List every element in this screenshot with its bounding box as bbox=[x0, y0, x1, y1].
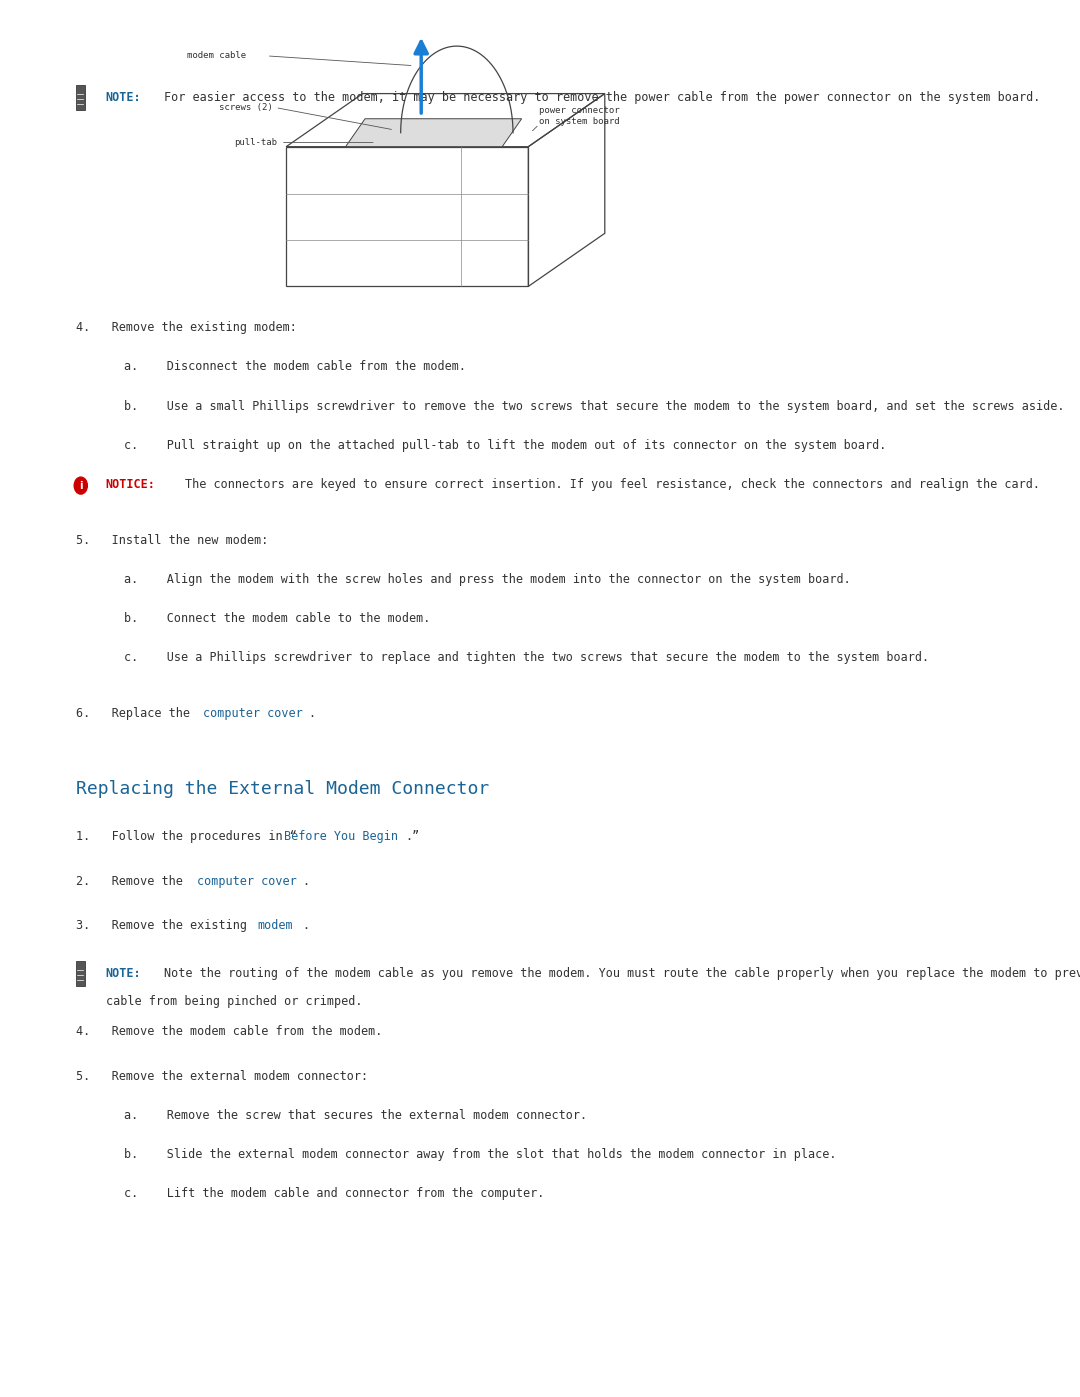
Text: The connectors are keyed to ensure correct insertion. If you feel resistance, ch: The connectors are keyed to ensure corre… bbox=[185, 478, 1040, 490]
Text: b.    Slide the external modem connector away from the slot that holds the modem: b. Slide the external modem connector aw… bbox=[124, 1148, 837, 1161]
Text: .: . bbox=[302, 919, 310, 932]
Text: NOTE:: NOTE: bbox=[106, 91, 141, 103]
FancyBboxPatch shape bbox=[76, 961, 85, 986]
Text: c.    Pull straight up on the attached pull-tab to lift the modem out of its con: c. Pull straight up on the attached pull… bbox=[124, 439, 887, 451]
Text: Note the routing of the modem cable as you remove the modem. You must route the : Note the routing of the modem cable as y… bbox=[164, 967, 1080, 979]
Text: computer cover: computer cover bbox=[197, 875, 296, 887]
Text: c.    Use a Phillips screwdriver to replace and tighten the two screws that secu: c. Use a Phillips screwdriver to replace… bbox=[124, 651, 929, 664]
Text: a.    Remove the screw that secures the external modem connector.: a. Remove the screw that secures the ext… bbox=[124, 1109, 588, 1122]
Text: b.    Connect the modem cable to the modem.: b. Connect the modem cable to the modem. bbox=[124, 612, 431, 624]
Text: Before You Begin: Before You Begin bbox=[284, 830, 399, 842]
Text: 4.   Remove the modem cable from the modem.: 4. Remove the modem cable from the modem… bbox=[76, 1025, 382, 1038]
Text: i: i bbox=[79, 481, 82, 490]
Text: computer cover: computer cover bbox=[203, 707, 302, 719]
Text: c.    Lift the modem cable and connector from the computer.: c. Lift the modem cable and connector fr… bbox=[124, 1187, 544, 1200]
Text: 4.   Remove the existing modem:: 4. Remove the existing modem: bbox=[76, 321, 297, 334]
Text: NOTICE:: NOTICE: bbox=[106, 478, 156, 490]
Text: For easier access to the modem, it may be necessary to remove the power cable fr: For easier access to the modem, it may b… bbox=[164, 91, 1040, 103]
Text: NOTE:: NOTE: bbox=[106, 967, 141, 979]
Text: a.    Disconnect the modem cable from the modem.: a. Disconnect the modem cable from the m… bbox=[124, 360, 467, 373]
Text: screws (2): screws (2) bbox=[219, 103, 273, 112]
Text: modem: modem bbox=[257, 919, 293, 932]
Text: .”: .” bbox=[405, 830, 419, 842]
Text: 6.   Replace the: 6. Replace the bbox=[76, 707, 197, 719]
Text: Replacing the External Modem Connector: Replacing the External Modem Connector bbox=[76, 780, 489, 798]
Text: 2.   Remove the: 2. Remove the bbox=[76, 875, 190, 887]
Text: .: . bbox=[308, 707, 315, 719]
Text: 5.   Install the new modem:: 5. Install the new modem: bbox=[76, 534, 268, 546]
Text: power connector
on system board: power connector on system board bbox=[539, 106, 620, 126]
Text: 3.   Remove the existing: 3. Remove the existing bbox=[76, 919, 254, 932]
Polygon shape bbox=[346, 119, 522, 147]
Text: cable from being pinched or crimped.: cable from being pinched or crimped. bbox=[106, 995, 363, 1007]
Text: modem cable: modem cable bbox=[187, 52, 246, 60]
Text: 1.   Follow the procedures in “: 1. Follow the procedures in “ bbox=[76, 830, 297, 842]
Text: .: . bbox=[302, 875, 310, 887]
Text: a.    Align the modem with the screw holes and press the modem into the connecto: a. Align the modem with the screw holes … bbox=[124, 573, 851, 585]
Text: pull-tab: pull-tab bbox=[234, 138, 278, 147]
FancyBboxPatch shape bbox=[76, 85, 85, 110]
Text: 5.   Remove the external modem connector:: 5. Remove the external modem connector: bbox=[76, 1070, 367, 1083]
Text: b.    Use a small Phillips screwdriver to remove the two screws that secure the : b. Use a small Phillips screwdriver to r… bbox=[124, 400, 1065, 412]
Circle shape bbox=[75, 478, 87, 495]
